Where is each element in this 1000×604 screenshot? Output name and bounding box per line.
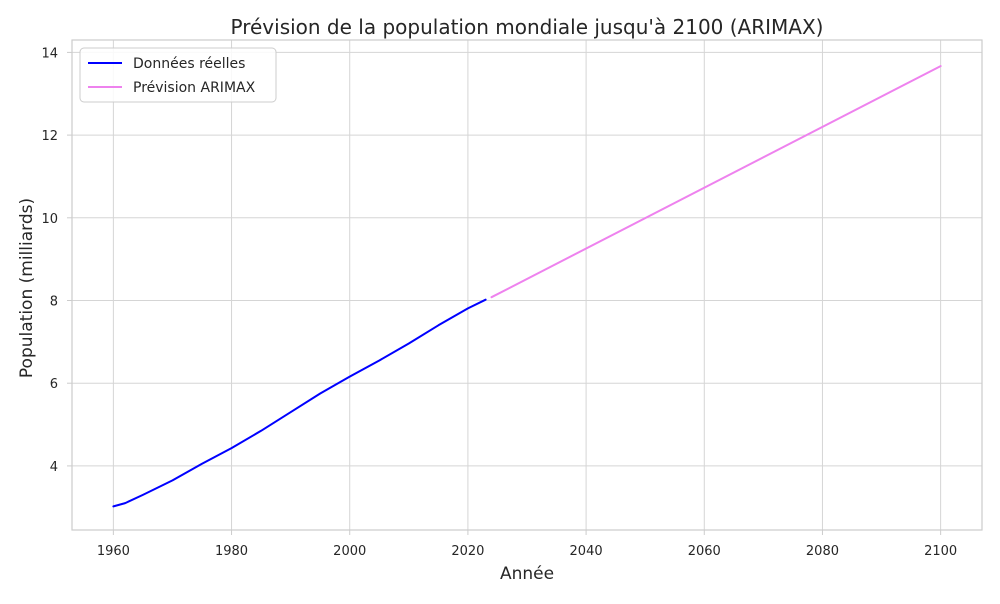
- x-axis-label: Année: [500, 564, 554, 584]
- series-line-actual: [112, 298, 487, 508]
- x-tick-label: 2100: [924, 544, 957, 559]
- legend-label-actual: Données réelles: [133, 56, 245, 72]
- y-tick-label: 10: [41, 212, 58, 227]
- legend: Données réelles Prévision ARIMAX: [79, 47, 277, 103]
- plot-frame: [71, 39, 983, 531]
- x-tick-label: 1960: [97, 544, 130, 559]
- x-tick-label: 1980: [215, 544, 248, 559]
- y-axis-label: Population (milliards): [17, 198, 37, 378]
- series-layer: [112, 65, 942, 508]
- y-tick-label: 4: [50, 460, 58, 475]
- chart-title: Prévision de la population mondiale jusq…: [231, 15, 824, 39]
- y-tick-label: 8: [50, 295, 58, 310]
- grid: [72, 40, 982, 530]
- x-tick-label: 2000: [333, 544, 366, 559]
- legend-label-forecast: Prévision ARIMAX: [133, 80, 256, 96]
- tick-labels: 1960 1980 2000 2020 2040 2060 2080 2100 4 6 8 10 12 1…: [41, 46, 957, 559]
- y-tick-label: 6: [50, 377, 58, 392]
- y-tick-label: 14: [41, 46, 58, 61]
- x-tick-label: 2020: [451, 544, 484, 559]
- legend-box: [79, 47, 277, 103]
- x-tick-label: 2060: [688, 544, 721, 559]
- x-tick-label: 2080: [806, 544, 839, 559]
- series-line-forecast: [490, 65, 942, 299]
- y-tick-label: 12: [41, 129, 58, 144]
- x-tick-label: 2040: [570, 544, 603, 559]
